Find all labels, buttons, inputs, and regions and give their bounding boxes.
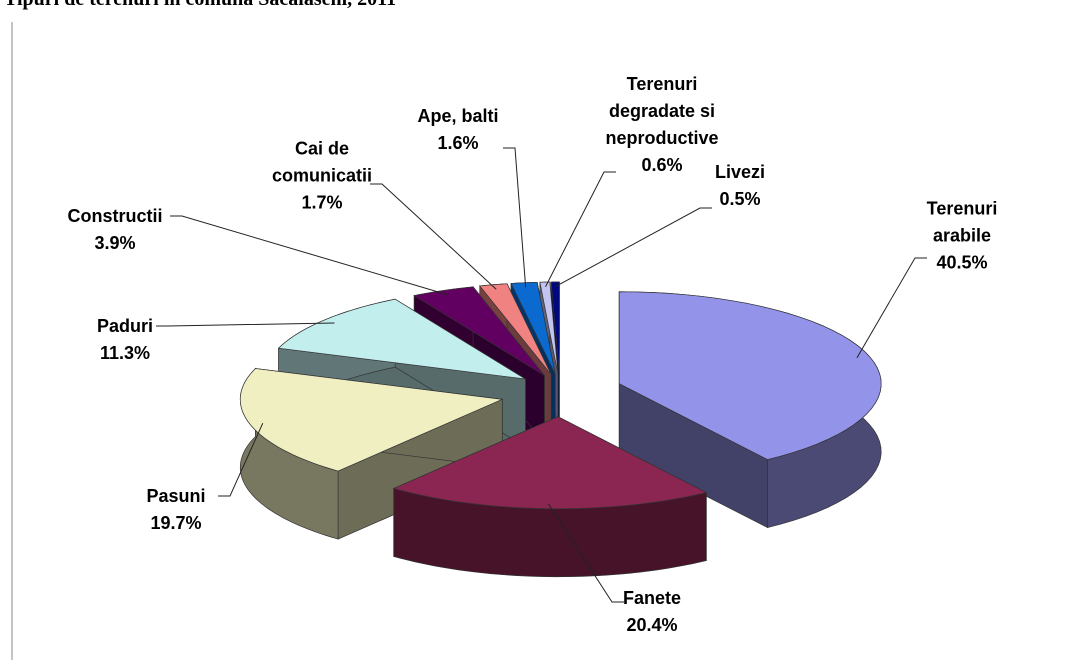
leader-line — [218, 422, 264, 497]
chart-title: Tipuri de terenuri in comuna Sacalaseni,… — [4, 0, 396, 11]
label-value: 20.4% — [626, 615, 678, 635]
data-label: Constructii 3.9% — [67, 203, 162, 257]
label-name: Constructii — [67, 206, 163, 226]
leader-line — [548, 503, 624, 603]
leader-line — [503, 147, 527, 288]
label-value: 40.5% — [936, 252, 988, 273]
label-value: 11.3% — [99, 343, 151, 363]
leader-line — [545, 171, 616, 287]
slice — [618, 291, 882, 529]
data-label: Terenuri arabile 40.5% — [910, 196, 1014, 277]
label-name: Cai de comunicatii — [271, 138, 373, 186]
slice-top — [618, 291, 882, 460]
label-name: Livezi — [714, 162, 766, 182]
slice — [239, 367, 504, 540]
label-name: Fanete — [622, 588, 682, 608]
slice-top — [479, 283, 552, 375]
data-label: Paduri 11.3% — [97, 313, 153, 367]
label-value: 0.5% — [719, 189, 761, 209]
label-name: Terenuri degradate si neproductive — [605, 74, 719, 148]
label-value: 1.7% — [301, 192, 343, 213]
slice-top — [550, 281, 560, 375]
label-value: 3.9% — [94, 233, 136, 253]
label-value: 19.7% — [150, 513, 202, 533]
data-label: Livezi 0.5% — [715, 159, 765, 213]
data-label: Fanete 20.4% — [623, 585, 681, 639]
data-label: Terenuri degradate si neproductive 0.6% — [587, 71, 737, 179]
leader-line — [555, 207, 712, 288]
slice-top — [510, 281, 556, 375]
slice-top — [413, 286, 545, 376]
leader-line — [856, 257, 927, 359]
label-name: Ape, balti — [417, 106, 499, 126]
leader-line — [170, 215, 449, 296]
label-name: Paduri — [96, 316, 154, 336]
slice-top — [277, 298, 526, 380]
label-name: Pasuni — [146, 486, 206, 506]
leader-line — [370, 183, 497, 290]
slice-top — [239, 368, 504, 472]
slice-top — [392, 416, 708, 510]
leader-line — [156, 322, 335, 327]
data-label: Ape, balti 1.6% — [413, 103, 503, 157]
data-label: Cai de comunicatii 1.7% — [262, 136, 382, 217]
label-value: 1.6% — [437, 133, 479, 153]
label-name: Terenuri arabile — [926, 198, 998, 246]
label-value: 0.6% — [641, 155, 683, 175]
slice — [392, 416, 708, 578]
data-label: Pasuni 19.7% — [146, 483, 205, 537]
